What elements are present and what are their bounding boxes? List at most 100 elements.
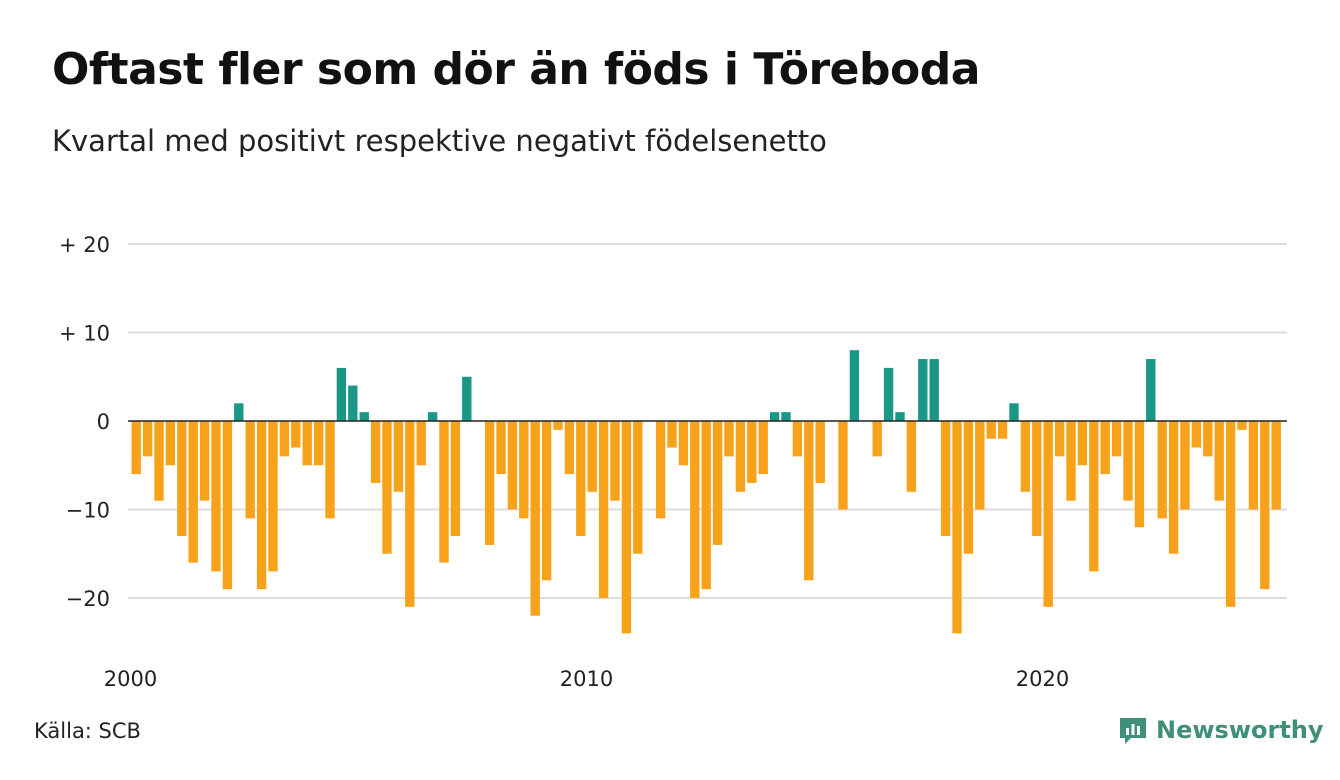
x-tick-label: 2010 [560, 667, 613, 691]
bar [302, 421, 312, 466]
bar-chart: + 20 + 10 0 −10 −20 2000 2010 2020 [59, 233, 1287, 691]
bar [975, 421, 985, 510]
source-note: Källa: SCB [34, 719, 141, 743]
bar [792, 421, 803, 457]
bar [439, 421, 449, 563]
bar [154, 421, 164, 501]
bar [587, 421, 597, 492]
bar [1225, 421, 1236, 607]
bar [598, 421, 609, 598]
bar [256, 421, 267, 590]
bar [1020, 421, 1031, 492]
bar [918, 359, 928, 421]
bar [633, 421, 643, 554]
bar [1123, 421, 1133, 501]
bar [496, 421, 506, 475]
bar [245, 421, 255, 519]
y-tick-label: + 20 [59, 233, 110, 257]
brand-logo[interactable]: Newsworthy [1118, 714, 1324, 746]
x-tick-label: 2000 [104, 667, 157, 691]
bar [1146, 359, 1156, 421]
bar [1043, 421, 1053, 607]
brand-name: Newsworthy [1156, 716, 1324, 744]
bar [952, 421, 962, 634]
y-tick-label: −20 [66, 587, 110, 611]
bar [1054, 421, 1065, 457]
bar [1214, 421, 1224, 501]
bar [735, 421, 746, 492]
bar [1077, 421, 1088, 466]
newsworthy-logo-icon [1120, 718, 1146, 744]
bar [1066, 421, 1076, 501]
bar [359, 412, 369, 421]
bar [484, 421, 495, 545]
bar [1248, 421, 1259, 510]
bar [177, 421, 187, 537]
bar [701, 421, 711, 590]
bar [564, 421, 575, 475]
bar [895, 412, 905, 421]
bar [1203, 421, 1213, 457]
bar [724, 421, 734, 457]
bar [382, 421, 392, 554]
bar [690, 421, 700, 598]
bar [781, 412, 791, 421]
bar [1134, 421, 1145, 528]
bar [929, 359, 939, 421]
bar [450, 421, 461, 537]
bar [849, 350, 860, 421]
bar [199, 421, 210, 501]
bar [712, 421, 723, 545]
y-tick-label: + 10 [59, 322, 110, 346]
bar [1180, 421, 1190, 510]
chart-subtitle: Kvartal med positivt respektive negativt… [52, 124, 827, 158]
bar [131, 421, 141, 475]
bar [1237, 421, 1247, 430]
bar [758, 421, 768, 475]
bar [393, 421, 404, 492]
bar [1168, 421, 1179, 554]
bar [211, 421, 221, 572]
chart-title: Oftast fler som dör än föds i Töreboda [52, 44, 980, 95]
bar [872, 421, 882, 457]
bar [336, 367, 347, 421]
bar [1089, 421, 1099, 572]
bar [883, 367, 894, 421]
bar [1100, 421, 1110, 475]
bar [507, 421, 518, 510]
bar [291, 421, 301, 448]
bar [997, 421, 1008, 439]
bar [1032, 421, 1042, 537]
bar [747, 421, 757, 483]
bar [541, 421, 552, 581]
bar [416, 421, 426, 466]
bar [1271, 421, 1281, 510]
y-tick-label: 0 [97, 410, 110, 434]
bar [940, 421, 951, 537]
bar [838, 421, 848, 510]
bar [370, 421, 381, 483]
bar [313, 421, 324, 466]
bar [222, 421, 233, 590]
bar [268, 421, 278, 572]
bar [1111, 421, 1122, 457]
bar [1009, 403, 1019, 421]
bar [667, 421, 677, 448]
bar [906, 421, 917, 492]
bar [576, 421, 586, 537]
bar [553, 421, 563, 430]
bar [986, 421, 996, 439]
bar [1191, 421, 1202, 448]
bar [165, 421, 176, 466]
bar [963, 421, 974, 554]
bar [1260, 421, 1270, 590]
bar [405, 421, 415, 607]
bar [530, 421, 540, 616]
bar [427, 412, 438, 421]
bar [655, 421, 666, 519]
bar [621, 421, 632, 634]
bar [462, 376, 472, 421]
y-tick-label: −10 [66, 499, 110, 523]
bar [325, 421, 335, 519]
bar [279, 421, 290, 457]
